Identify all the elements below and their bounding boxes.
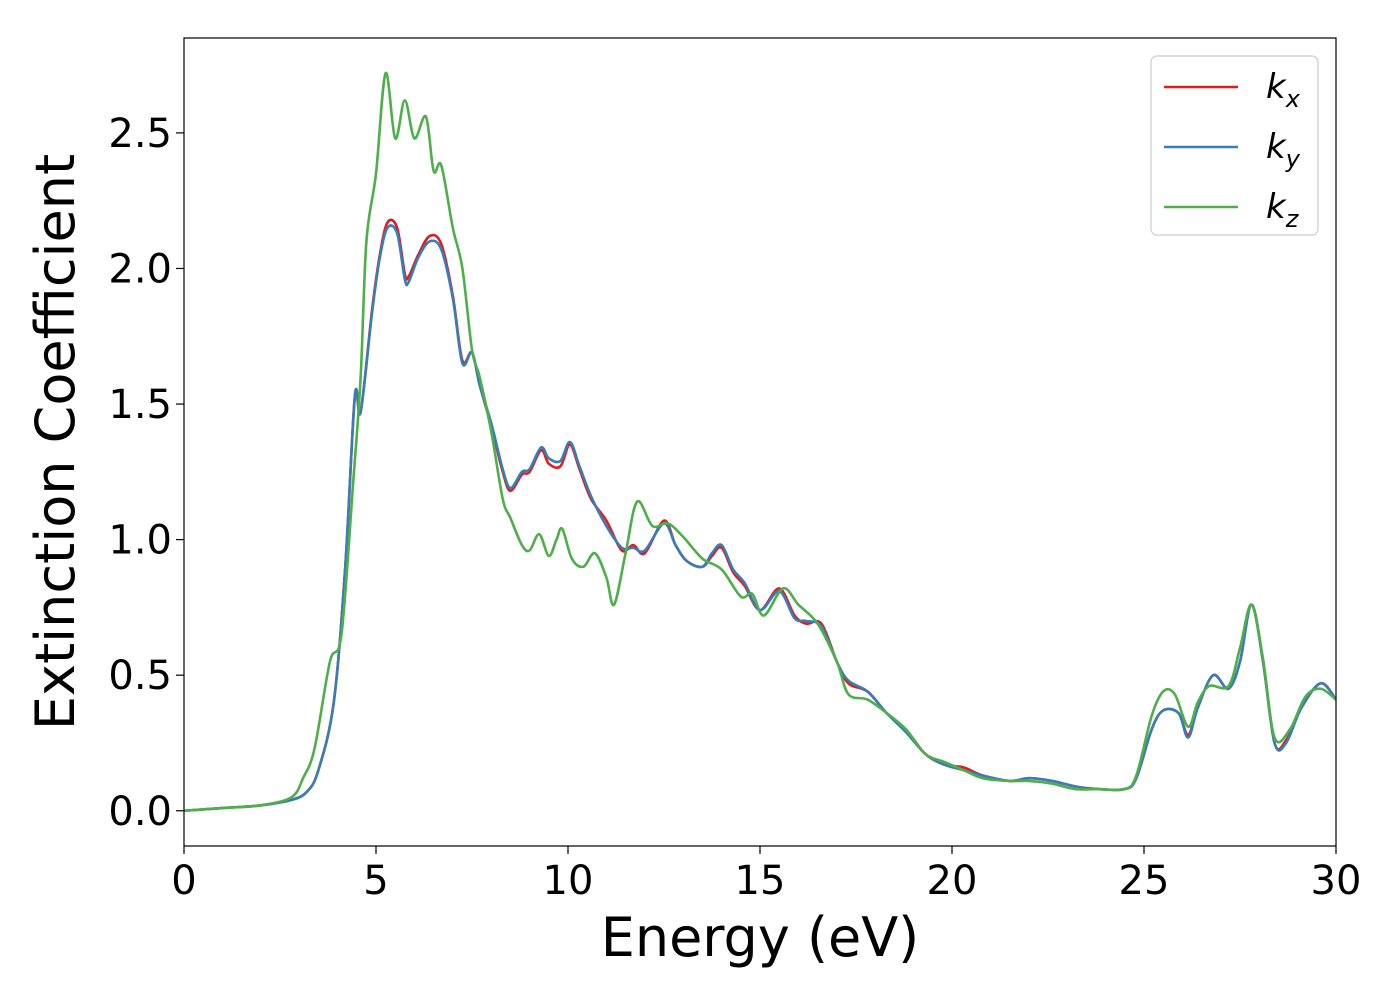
x-tick-label: 0: [171, 858, 196, 904]
x-axis-title: Energy (eV): [601, 906, 920, 969]
y-tick-label: 0.0: [108, 789, 172, 835]
x-tick-label: 25: [1119, 858, 1170, 904]
x-tick-label: 15: [735, 858, 786, 904]
series-line-z: [184, 71, 1336, 813]
series-line-x: [184, 218, 1336, 813]
legend-label-y: ky: [1266, 127, 1301, 173]
series-layer: [184, 71, 1336, 813]
y-axis: 0.0 0.5 1.0 1.5 2.0 2.5: [108, 111, 184, 835]
series-line-y: [184, 224, 1336, 813]
legend-label-z: kz: [1266, 187, 1300, 233]
legend-label-x: kx: [1266, 67, 1301, 113]
x-axis: 0 5 10 15 20 25 30: [171, 846, 1361, 904]
y-tick-label: 2.5: [108, 111, 172, 157]
x-tick-label: 20: [927, 858, 978, 904]
x-tick-label: 30: [1311, 858, 1362, 904]
y-tick-label: 0.5: [108, 653, 172, 699]
legend-box: [1150, 55, 1319, 236]
y-axis-title: Extinction Coefficient: [24, 154, 87, 730]
legend: kx ky kz: [1150, 55, 1319, 236]
y-tick-label: 1.5: [108, 382, 172, 428]
x-tick-label: 10: [543, 858, 594, 904]
y-tick-label: 1.0: [108, 518, 172, 564]
y-tick-label: 2.0: [108, 246, 172, 292]
x-tick-label: 5: [363, 858, 388, 904]
